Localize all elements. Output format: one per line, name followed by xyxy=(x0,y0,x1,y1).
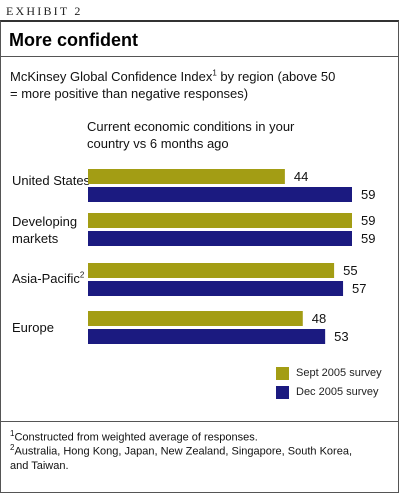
value-label-united-states-sept: 44 xyxy=(294,169,308,184)
category-label-asia-pacific: Asia-Pacific2 xyxy=(12,270,84,287)
title-divider xyxy=(0,56,399,57)
bar-united-states-dec xyxy=(88,187,352,202)
bar-developing-markets-sept xyxy=(88,213,352,228)
footnote-mark: 2 xyxy=(10,443,15,452)
footnote-1: 1Constructed from weighted average of re… xyxy=(10,427,370,445)
legend-label-sept: Sept 2005 survey xyxy=(296,367,382,379)
subtitle-footnote-mark: 1 xyxy=(212,68,217,78)
category-label-footnote-mark: 2 xyxy=(79,270,85,280)
legend-swatch-dec xyxy=(276,386,289,399)
category-label-united-states: United States xyxy=(12,172,90,189)
bar-europe-sept xyxy=(88,311,303,326)
category-label-text: Europe xyxy=(12,320,54,335)
exhibit-frame xyxy=(0,20,399,493)
chart-subtitle: McKinsey Global Confidence Index1 by reg… xyxy=(10,68,340,102)
value-label-developing-markets-sept: 59 xyxy=(361,213,375,228)
exhibit-label: EXHIBIT 2 xyxy=(6,4,83,18)
legend-label-dec: Dec 2005 survey xyxy=(296,386,379,398)
bar-united-states-sept xyxy=(88,169,285,184)
subtitle-text-rest: by region (above 50 = more positive than… xyxy=(10,69,336,101)
category-label-text: Asia-Pacific xyxy=(12,271,80,286)
footnote-divider xyxy=(0,421,399,422)
footnote-text: Constructed from weighted average of res… xyxy=(14,431,258,444)
bar-asia-pacific-sept xyxy=(88,263,335,278)
value-label-united-states-dec: 59 xyxy=(361,187,375,202)
legend-swatch-sept xyxy=(276,367,289,380)
footnote-mark: 1 xyxy=(10,429,15,438)
value-label-europe-sept: 48 xyxy=(312,311,326,326)
value-label-developing-markets-dec: 59 xyxy=(361,231,375,246)
category-label-text: Developing xyxy=(12,214,78,229)
bar-asia-pacific-dec xyxy=(88,281,344,296)
value-label-asia-pacific-sept: 55 xyxy=(343,263,357,278)
chart-title: More confident xyxy=(9,30,138,50)
category-label-text: United States xyxy=(12,173,91,188)
bar-europe-dec xyxy=(88,329,326,344)
bar-chart: 44 59 59 59 55 57 48 53 xyxy=(88,169,375,344)
category-label-europe: Europe xyxy=(12,319,54,336)
value-label-asia-pacific-dec: 57 xyxy=(352,281,366,296)
category-label-developing-markets: Developing markets xyxy=(12,213,77,247)
footnote-2: 2Australia, Hong Kong, Japan, New Zealan… xyxy=(10,441,370,473)
survey-question: Current economic conditions in your coun… xyxy=(87,119,295,151)
subtitle-text: McKinsey Global Confidence Index xyxy=(10,69,213,84)
footnote-text: Australia, Hong Kong, Japan, New Zealand… xyxy=(10,445,352,472)
category-label-text-line2: markets xyxy=(12,231,59,246)
bar-developing-markets-dec xyxy=(88,231,352,246)
value-label-europe-dec: 53 xyxy=(334,329,348,344)
